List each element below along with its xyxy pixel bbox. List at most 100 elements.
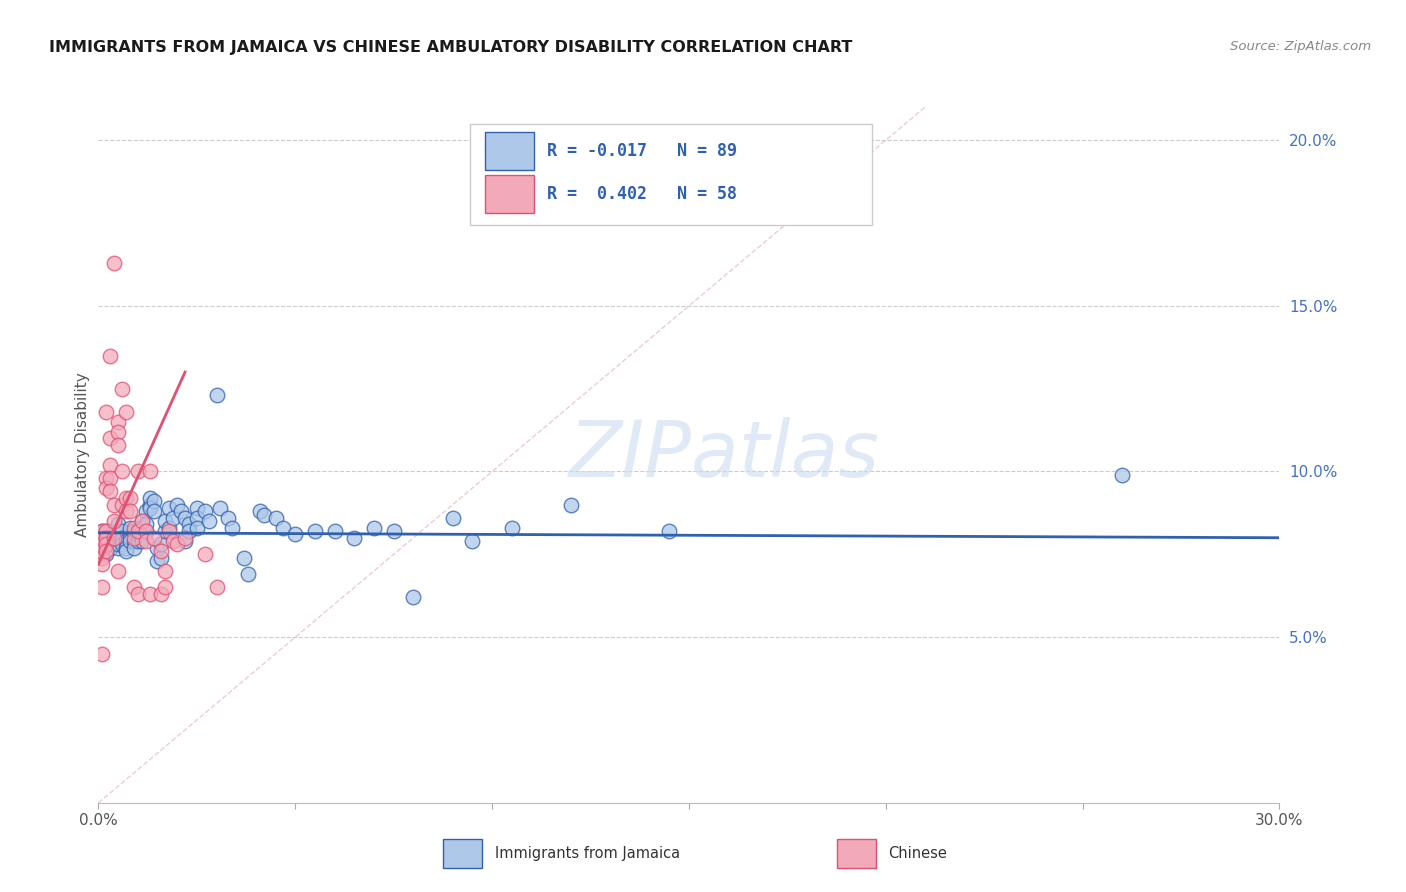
Point	[96, 405, 118, 419]
Text: Source: ZipAtlas.com: Source: ZipAtlas.com	[1230, 40, 1371, 54]
Point	[111, 382, 134, 396]
Point	[131, 514, 153, 528]
Text: Chinese: Chinese	[889, 847, 948, 861]
Point	[107, 564, 129, 578]
Point	[157, 521, 180, 535]
Point	[103, 256, 125, 270]
Point	[91, 534, 114, 549]
Point	[122, 531, 145, 545]
Point	[236, 567, 259, 582]
Point	[115, 405, 138, 419]
Point	[233, 550, 256, 565]
Point	[127, 587, 149, 601]
Point	[91, 537, 114, 551]
Point	[91, 581, 114, 595]
Point	[111, 498, 134, 512]
Point	[96, 524, 118, 538]
Point	[221, 521, 243, 535]
Point	[138, 465, 160, 479]
Point	[96, 524, 118, 538]
Point	[96, 537, 118, 551]
Point	[96, 544, 118, 558]
Point	[155, 564, 177, 578]
Y-axis label: Ambulatory Disability: Ambulatory Disability	[75, 373, 90, 537]
Text: ZIPatlas: ZIPatlas	[569, 417, 880, 493]
Point	[177, 524, 200, 538]
Point	[441, 511, 464, 525]
Point	[162, 511, 184, 525]
Point	[103, 534, 125, 549]
Point	[146, 554, 169, 568]
Point	[135, 534, 157, 549]
Point	[122, 534, 145, 549]
Point	[150, 544, 173, 558]
Point	[91, 531, 114, 545]
Point	[166, 537, 188, 551]
Point	[103, 524, 125, 538]
Point	[138, 498, 160, 512]
Point	[150, 550, 173, 565]
Point	[96, 471, 118, 485]
Point	[91, 524, 114, 538]
Point	[304, 524, 326, 538]
Point	[96, 531, 118, 545]
Point	[111, 465, 134, 479]
Point	[217, 511, 239, 525]
Point	[127, 465, 149, 479]
Point	[115, 491, 138, 505]
Point	[115, 544, 138, 558]
Point	[150, 587, 173, 601]
Point	[135, 524, 157, 538]
Point	[98, 349, 121, 363]
Point	[382, 524, 405, 538]
Point	[98, 524, 121, 538]
Point	[107, 517, 129, 532]
Point	[103, 531, 125, 545]
Point	[107, 541, 129, 555]
Point	[142, 494, 165, 508]
Point	[273, 521, 295, 535]
Point	[194, 504, 217, 518]
Point	[118, 521, 141, 535]
Point	[127, 524, 149, 538]
Point	[91, 647, 114, 661]
Point	[186, 511, 208, 525]
Point	[96, 534, 118, 549]
Point	[177, 517, 200, 532]
Point	[98, 458, 121, 472]
Point	[91, 524, 114, 538]
Point	[118, 504, 141, 518]
FancyBboxPatch shape	[471, 124, 872, 226]
Text: IMMIGRANTS FROM JAMAICA VS CHINESE AMBULATORY DISABILITY CORRELATION CHART: IMMIGRANTS FROM JAMAICA VS CHINESE AMBUL…	[49, 40, 852, 55]
Point	[103, 531, 125, 545]
Point	[363, 521, 385, 535]
Point	[107, 537, 129, 551]
Point	[186, 521, 208, 535]
Point	[174, 531, 197, 545]
Point	[98, 531, 121, 545]
Point	[98, 484, 121, 499]
Point	[122, 521, 145, 535]
Point	[501, 521, 523, 535]
Point	[155, 524, 177, 538]
Point	[103, 514, 125, 528]
Point	[98, 534, 121, 549]
Point	[98, 431, 121, 445]
Point	[91, 550, 114, 565]
Point	[107, 438, 129, 452]
Point	[249, 504, 271, 518]
Point	[96, 547, 118, 561]
Point	[122, 541, 145, 555]
Point	[560, 498, 582, 512]
Point	[155, 514, 177, 528]
Point	[131, 514, 153, 528]
Text: R = -0.017   N = 89: R = -0.017 N = 89	[547, 142, 737, 160]
Point	[205, 581, 228, 595]
Point	[111, 531, 134, 545]
Point	[323, 524, 346, 538]
Point	[142, 531, 165, 545]
Point	[1111, 467, 1133, 482]
Text: Immigrants from Jamaica: Immigrants from Jamaica	[495, 847, 681, 861]
Point	[138, 491, 160, 505]
Point	[96, 541, 118, 555]
